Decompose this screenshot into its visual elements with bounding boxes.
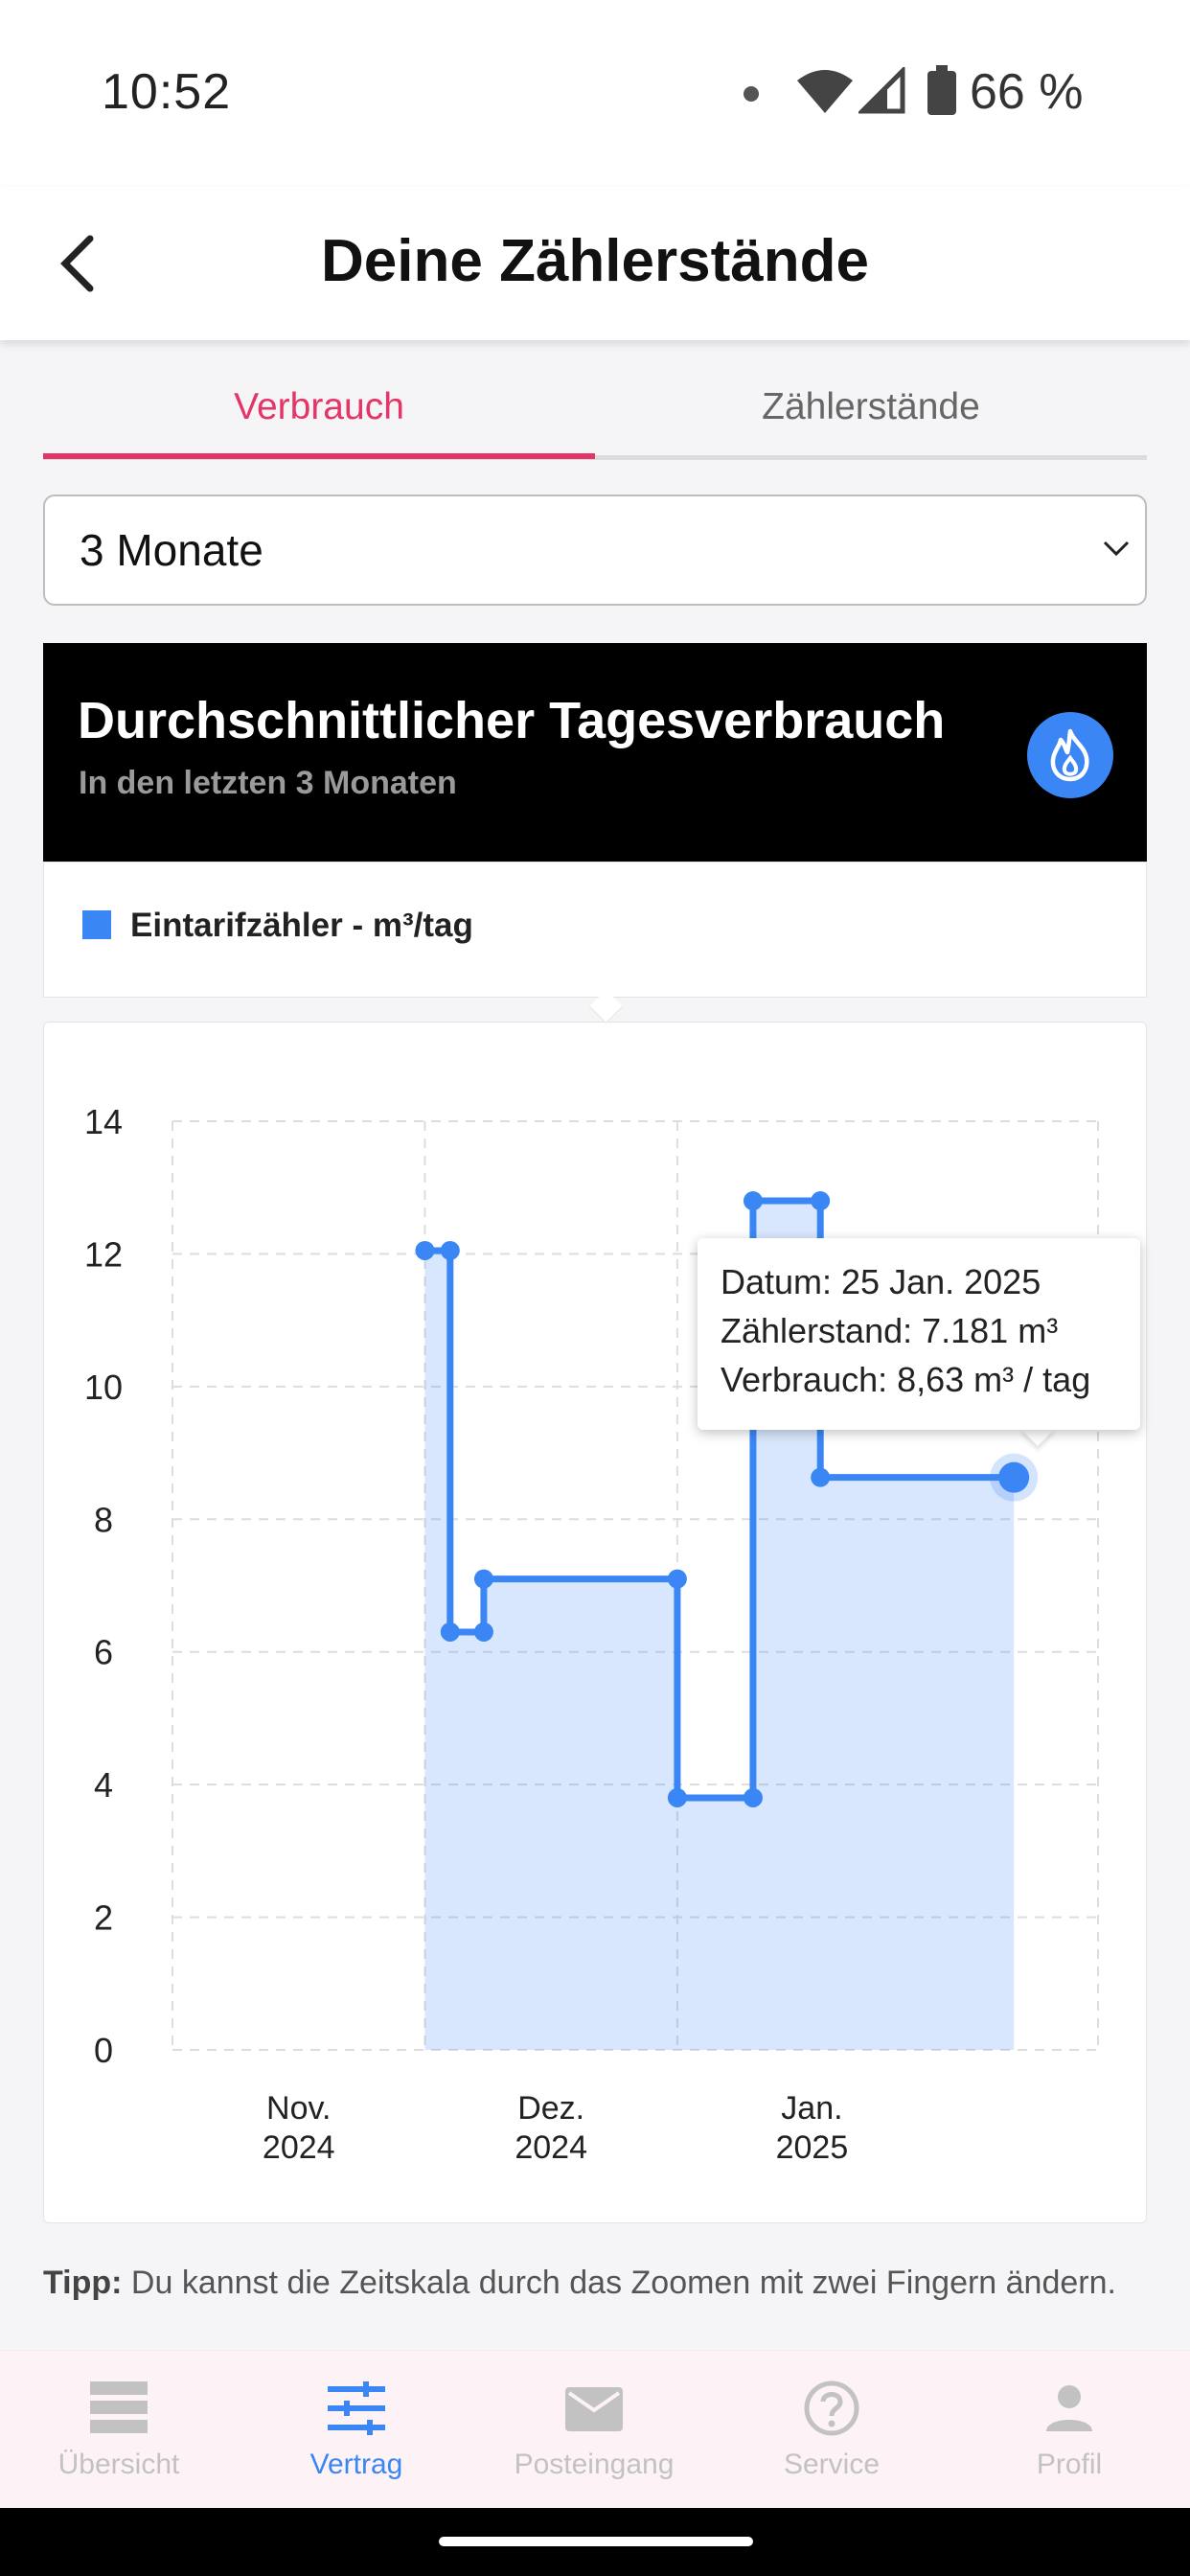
legend-swatch xyxy=(82,910,111,939)
y-tick-label: 6 xyxy=(94,1633,113,1672)
nav-label: Posteingang xyxy=(514,2449,675,2480)
tooltip-verbrauch: Verbrauch: 8,63 m³ / tag xyxy=(721,1360,1091,1399)
x-tick-label: Jan. xyxy=(781,2090,842,2127)
data-point xyxy=(667,1569,687,1589)
chevron-down-icon xyxy=(1103,540,1130,557)
signal-icon xyxy=(858,67,905,114)
bottom-nav: Übersicht Vertrag Posteingang Service xyxy=(0,2350,1190,2509)
data-point xyxy=(667,1787,687,1807)
card-subtitle: In den letzten 3 Monaten xyxy=(79,765,457,801)
tab-bar: Verbrauch Zählerstände xyxy=(43,359,1147,461)
nav-label: Übersicht xyxy=(57,2449,180,2480)
tip-text: Du kannst die Zeitskala durch das Zoomen… xyxy=(122,2265,1116,2301)
wifi-icon xyxy=(797,70,853,113)
data-point xyxy=(743,1787,763,1807)
back-button[interactable] xyxy=(38,225,115,302)
page-title: Deine Zählerstände xyxy=(321,228,869,294)
chart-card[interactable]: 0 2 4 6 8 10 12 14 Nov. 2024 Dez. 2024 Jan. 2025 xyxy=(43,1022,1147,2223)
x-tick-label: Nov. xyxy=(266,2090,331,2127)
data-point xyxy=(743,1191,763,1211)
nav-profil[interactable]: Profil xyxy=(950,2351,1188,2509)
nav-vertrag[interactable]: Vertrag xyxy=(238,2351,475,2509)
zoom-tip: Tipp: Du kannst die Zeitskala durch das … xyxy=(43,2260,1147,2306)
selected-point xyxy=(998,1461,1030,1493)
range-select[interactable]: 3 Monate xyxy=(43,494,1147,606)
gesture-bar xyxy=(0,2508,1190,2576)
chart-legend: Eintarifzähler - m³/tag xyxy=(43,862,1147,998)
battery-percent: 66 % xyxy=(970,64,1084,120)
status-bar: 10:52 66 % xyxy=(0,0,1190,187)
data-point xyxy=(811,1191,831,1211)
nav-label: Service xyxy=(783,2449,881,2480)
flame-icon xyxy=(1027,712,1113,798)
consumption-card-header: Durchschnittlicher Tagesverbrauch In den… xyxy=(43,643,1147,862)
data-point xyxy=(440,1622,460,1642)
series-area xyxy=(424,1201,1015,2050)
x-tick-label: 2024 xyxy=(515,2129,587,2166)
tab-zaehlerstaende[interactable]: Zählerstände xyxy=(762,386,980,427)
y-tick-label: 10 xyxy=(84,1368,123,1407)
nav-label: Profil xyxy=(1036,2449,1103,2480)
x-tick-label: 2024 xyxy=(263,2129,335,2166)
chevron-left-icon xyxy=(60,235,94,292)
mail-icon xyxy=(565,2387,623,2431)
tooltip-zaehlerstand: Zählerstand: 7.181 m³ xyxy=(721,1311,1059,1350)
y-tick-label: 4 xyxy=(94,1765,113,1805)
y-tick-label: 14 xyxy=(84,1102,123,1141)
tab-verbrauch[interactable]: Verbrauch xyxy=(234,386,404,427)
range-select-value: 3 Monate xyxy=(80,525,263,575)
x-tick-label: Dez. xyxy=(517,2090,584,2127)
notification-dot-icon xyxy=(744,86,759,102)
card-title: Durchschnittlicher Tagesverbrauch xyxy=(78,692,946,749)
nav-label: Vertrag xyxy=(309,2449,403,2480)
tab-divider xyxy=(43,455,1147,460)
y-tick-label: 0 xyxy=(94,2031,113,2070)
app-bar: Deine Zählerstände xyxy=(0,187,1190,340)
home-indicator[interactable] xyxy=(439,2537,753,2546)
status-time: 10:52 xyxy=(102,64,232,120)
data-point xyxy=(415,1240,435,1260)
nav-service[interactable]: Service xyxy=(713,2351,950,2509)
data-point xyxy=(811,1467,831,1487)
y-tick-label: 8 xyxy=(94,1500,113,1539)
battery-icon xyxy=(927,65,956,115)
tab-active-indicator xyxy=(43,453,595,459)
y-tick-label: 12 xyxy=(84,1234,123,1274)
sliders-icon xyxy=(328,2381,385,2435)
data-point xyxy=(440,1240,460,1260)
tooltip-datum: Datum: 25 Jan. 2025 xyxy=(721,1262,1041,1301)
x-tick-label: 2025 xyxy=(776,2129,849,2166)
chart-tooltip: Datum: 25 Jan. 2025 Zählerstand: 7.181 m… xyxy=(698,1238,1140,1430)
profile-icon xyxy=(1046,2385,1092,2431)
nav-uebersicht[interactable]: Übersicht xyxy=(0,2351,238,2509)
help-icon xyxy=(804,2380,859,2436)
data-point xyxy=(473,1622,493,1642)
overview-icon xyxy=(90,2381,148,2433)
tip-label: Tipp: xyxy=(43,2265,123,2301)
data-point xyxy=(473,1569,493,1589)
y-tick-label: 2 xyxy=(94,1898,113,1938)
legend-label: Eintarifzähler - m³/tag xyxy=(130,907,473,944)
nav-posteingang[interactable]: Posteingang xyxy=(475,2351,713,2509)
